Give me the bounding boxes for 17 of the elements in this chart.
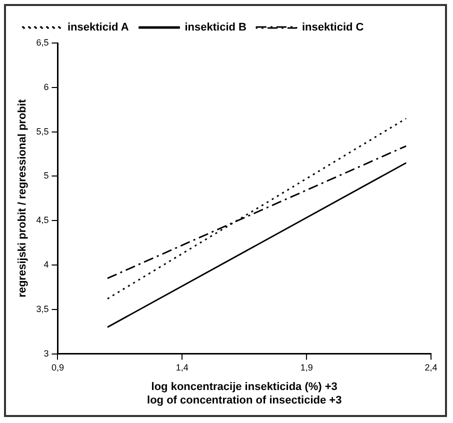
y-tick-label: 4,5 [36,215,49,226]
y-tick-label: 6,5 [36,37,49,48]
y-tick-label: 6 [44,82,49,92]
legend-label: insekticid C [302,22,364,34]
y-tick-label: 5 [44,170,49,181]
x-tick-label: 1,9 [300,362,313,373]
legend-label: insekticid A [68,22,129,34]
legend-label: insekticid B [184,22,247,34]
y-tick-label: 5,5 [36,126,49,136]
y-tick-label: 3,5 [36,304,49,314]
y-tick-label: 4 [44,259,49,270]
x-tick-label: 0,9 [51,362,64,373]
x-axis-title: log koncentracije insekticida (%) +3 log of concentration of insecticide +3 [147,381,342,406]
y-tick-label: 3 [44,348,49,358]
y-axis-title: regresijski probit / regressional probit [16,99,29,298]
x-tick-label: 1,4 [176,362,188,373]
x-tick-label: 2,4 [424,362,438,373]
